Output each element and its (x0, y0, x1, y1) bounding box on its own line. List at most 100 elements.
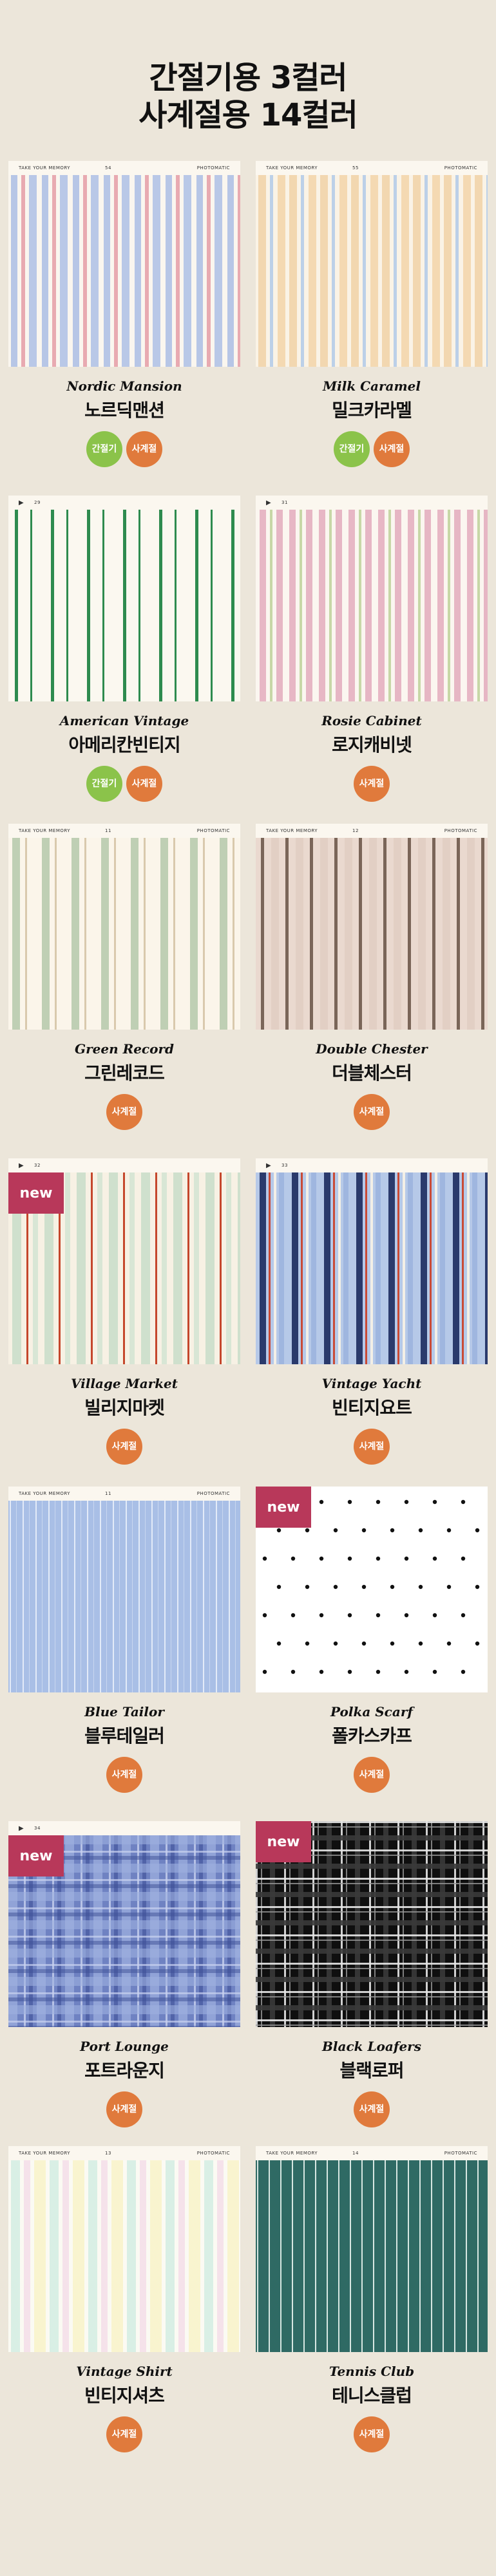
season-badge-4: 사계절 (106, 1094, 142, 1130)
swatch-number: 13 (105, 2151, 111, 2156)
product-card[interactable]: TAKE YOUR MEMORY 12 PHOTOMATIC Double Chest… (256, 824, 488, 1130)
swatch-label-bar: ▶ 32 (8, 1158, 240, 1172)
swatch-number: 11 (105, 828, 111, 833)
flag-icon: ▶ (19, 499, 24, 506)
swatch-label-bar: TAKE YOUR MEMORY 11 PHOTOMATIC (8, 1487, 240, 1501)
season-badges: 사계절 (256, 766, 488, 802)
maker-text: PHOTOMATIC (196, 165, 230, 171)
swatch-label-bar: ▶ 34 (8, 1821, 240, 1835)
stripe-pattern (256, 2160, 488, 2352)
product-card[interactable]: TAKE YOUR MEMORY 13 PHOTOMATIC Vintage Shir… (8, 2146, 240, 2452)
stripe-pattern (8, 1501, 240, 1692)
fabric-swatch[interactable]: TAKE YOUR MEMORY 11 PHOTOMATIC (8, 824, 240, 1030)
product-card[interactable]: new Black Loafers 블랙로퍼 사계절 (256, 1821, 488, 2127)
product-card[interactable]: ▶ 32 new Village Market 빌리지마켓 사계절 (8, 1158, 240, 1465)
stripe-pattern (8, 175, 240, 367)
product-card[interactable]: ▶ 31 Rosie Cabinet 로지캐비넷 사계절 (256, 496, 488, 802)
season-badges: 간절기 사계절 (256, 431, 488, 467)
fabric-swatch[interactable]: TAKE YOUR MEMORY 13 PHOTOMATIC (8, 2146, 240, 2352)
product-name-ko: 빈티지요트 (332, 1397, 412, 1418)
season-badge-4: 사계절 (126, 766, 162, 802)
swatch-number: 31 (281, 500, 288, 505)
fabric-swatch[interactable]: new (256, 1487, 488, 1692)
season-badge-4: 사계절 (374, 431, 410, 467)
season-badge-4: 사계절 (354, 2416, 390, 2452)
season-badge-4: 사계절 (106, 2416, 142, 2452)
fabric-swatch[interactable]: ▶ 34 new (8, 1821, 240, 2027)
season-badges: 사계절 (8, 1757, 240, 1793)
fabric-swatch[interactable]: TAKE YOUR MEMORY 11 PHOTOMATIC (8, 1487, 240, 1692)
maker-text: PHOTOMATIC (444, 828, 477, 833)
product-card[interactable]: TAKE YOUR MEMORY 11 PHOTOMATIC Green Record… (8, 824, 240, 1130)
fabric-swatch[interactable]: TAKE YOUR MEMORY 12 PHOTOMATIC (256, 824, 488, 1030)
season-badge-4: 사계절 (106, 1757, 142, 1793)
swatch-label-bar: ▶ 33 (256, 1158, 488, 1172)
stripe-pattern (256, 175, 488, 367)
product-name-ko: 노르딕맨션 (84, 400, 165, 421)
swatch-label-bar: TAKE YOUR MEMORY 12 PHOTOMATIC (256, 824, 488, 838)
fabric-swatch[interactable]: ▶ 32 new (8, 1158, 240, 1364)
fabric-swatch[interactable]: new (256, 1821, 488, 2027)
product-name-en: Nordic Mansion (66, 378, 182, 394)
brand-text: TAKE YOUR MEMORY (266, 2151, 318, 2156)
season-badges: 사계절 (8, 2416, 240, 2452)
brand-text: TAKE YOUR MEMORY (19, 2151, 71, 2156)
product-name-en: Village Market (70, 1376, 178, 1391)
fabric-swatch[interactable]: ▶ 33 (256, 1158, 488, 1364)
season-badges: 간절기 사계절 (8, 431, 240, 467)
flag-icon: ▶ (19, 1162, 24, 1169)
swatch-label-bar: TAKE YOUR MEMORY 11 PHOTOMATIC (8, 824, 240, 838)
product-name-ko: 밀크카라멜 (332, 400, 412, 421)
fabric-swatch[interactable]: ▶ 31 (256, 496, 488, 701)
flag-icon: ▶ (19, 1824, 24, 1832)
season-badge-4: 사계절 (354, 2091, 390, 2127)
season-badges: 사계절 (256, 1094, 488, 1130)
product-name-ko: 빌리지마켓 (84, 1397, 165, 1418)
season-badge-4: 사계절 (354, 766, 390, 802)
fabric-swatch[interactable]: TAKE YOUR MEMORY 55 PHOTOMATIC (256, 161, 488, 367)
new-badge: new (8, 1835, 64, 1876)
product-card[interactable]: TAKE YOUR MEMORY 55 PHOTOMATIC Milk Caramel… (256, 161, 488, 467)
season-badge-4: 사계절 (354, 1094, 390, 1130)
maker-text: PHOTOMATIC (444, 165, 477, 171)
product-name-en: Polka Scarf (330, 1704, 413, 1719)
brand-text: TAKE YOUR MEMORY (266, 828, 318, 833)
season-badge-4: 사계절 (354, 1429, 390, 1465)
product-card[interactable]: new Polka Scarf 폴카스카프 사계절 (256, 1487, 488, 1793)
page-header: 간절기용 3컬러 사계절용 14컬러 (0, 0, 496, 148)
swatch-number: 34 (34, 1826, 41, 1831)
stripe-pattern (256, 510, 488, 701)
stripe-pattern (8, 510, 240, 701)
product-card[interactable]: TAKE YOUR MEMORY 14 PHOTOMATIC Tennis Club 테… (256, 2146, 488, 2452)
fabric-swatch[interactable]: TAKE YOUR MEMORY 14 PHOTOMATIC (256, 2146, 488, 2352)
product-name-ko: 폴카스카프 (332, 1725, 412, 1747)
fabric-swatch[interactable]: TAKE YOUR MEMORY 54 PHOTOMATIC (8, 161, 240, 367)
product-card[interactable]: ▶ 33 Vintage Yacht 빈티지요트 사계절 (256, 1158, 488, 1465)
product-card[interactable]: TAKE YOUR MEMORY 54 PHOTOMATIC Nordic Mansi… (8, 161, 240, 467)
swatch-number: 32 (34, 1163, 41, 1168)
product-card[interactable]: TAKE YOUR MEMORY 11 PHOTOMATIC Blue Tailor 블… (8, 1487, 240, 1793)
maker-text: PHOTOMATIC (196, 2151, 230, 2156)
maker-text: PHOTOMATIC (196, 828, 230, 833)
product-name-en: Black Loafers (322, 2039, 421, 2054)
swatch-label-bar: TAKE YOUR MEMORY 55 PHOTOMATIC (256, 161, 488, 175)
new-badge: new (256, 1821, 311, 1862)
product-card[interactable]: ▶ 29 American Vintage 아메리칸빈티지 간절기 사계절 (8, 496, 240, 802)
product-card[interactable]: ▶ 34 new Port Lounge 포트라운지 사계절 (8, 1821, 240, 2127)
product-name-en: Port Lounge (80, 2039, 169, 2054)
product-name-ko: 테니스클럽 (332, 2385, 412, 2406)
swatch-number: 29 (34, 500, 41, 505)
fabric-swatch[interactable]: ▶ 29 (8, 496, 240, 701)
new-badge: new (8, 1172, 64, 1214)
product-name-en: Milk Caramel (322, 378, 421, 394)
stripe-pattern (256, 838, 488, 1030)
swatch-number: 54 (105, 165, 111, 171)
stripe-pattern (8, 838, 240, 1030)
flag-icon: ▶ (266, 1162, 272, 1169)
maker-text: PHOTOMATIC (196, 1491, 230, 1496)
season-badges: 사계절 (256, 2416, 488, 2452)
season-badge-3: 간절기 (86, 766, 122, 802)
new-badge: new (256, 1487, 311, 1528)
swatch-number: 11 (105, 1491, 111, 1496)
product-name-ko: 포트라운지 (84, 2060, 165, 2081)
